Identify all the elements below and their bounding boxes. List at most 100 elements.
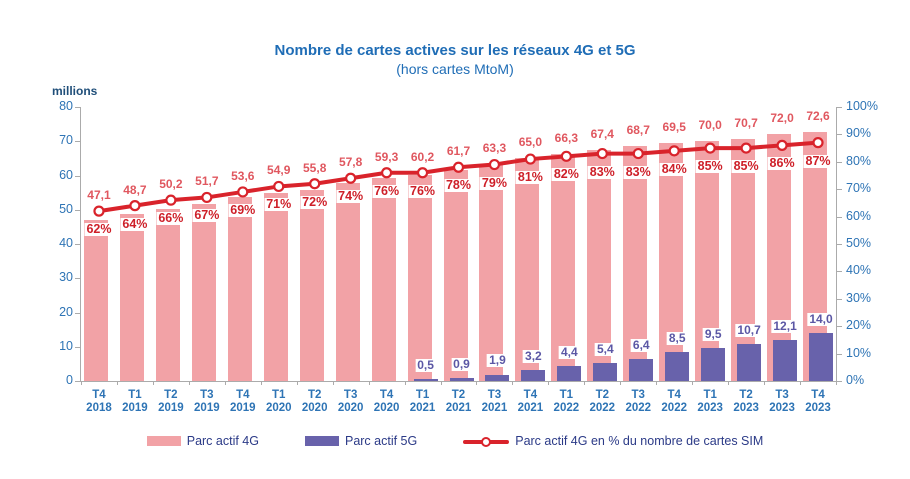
left-axis-tick <box>75 244 81 245</box>
legend-swatch-line-marker <box>463 436 510 447</box>
line-marker <box>632 147 644 160</box>
right-axis-tick <box>836 353 842 355</box>
x-axis-label: T4 2020 <box>373 389 400 414</box>
right-axis-tick <box>836 216 842 218</box>
x-axis-tick <box>404 381 406 385</box>
line-marker <box>488 158 501 171</box>
bar-4g <box>119 214 144 381</box>
pct-label: 62% <box>84 222 114 237</box>
value-label-4g: 70,0 <box>696 118 724 133</box>
value-label-5g: 14,0 <box>807 312 835 327</box>
pct-label: 64% <box>120 216 150 231</box>
x-axis-tick <box>656 381 658 385</box>
x-axis-tick <box>548 381 550 385</box>
right-axis-tick <box>836 298 842 300</box>
bar-4g <box>407 174 432 381</box>
x-axis-label: T3 2019 <box>194 389 220 414</box>
x-axis-label: T2 2021 <box>445 389 472 414</box>
pct-label: 78% <box>443 178 474 193</box>
x-axis-label: T1 2021 <box>409 389 436 414</box>
pct-label: 76% <box>408 183 438 198</box>
x-axis-label: T2 2023 <box>733 389 759 414</box>
value-label-5g: 0,9 <box>451 356 472 371</box>
pct-label: 87% <box>803 153 833 168</box>
bar-4g <box>335 183 360 381</box>
value-label-4g: 72,6 <box>804 109 832 124</box>
pct-label: 71% <box>264 197 294 212</box>
bar-4g <box>371 177 396 381</box>
x-axis-tick <box>800 381 802 385</box>
legend-label-line: Parc actif 4G en % du nombre de cartes S… <box>515 434 764 448</box>
x-axis-tick <box>296 381 298 385</box>
x-axis-label: T1 2022 <box>553 389 580 414</box>
x-axis-tick <box>476 381 478 385</box>
value-label-4g: 55,8 <box>301 160 329 175</box>
line-marker <box>704 142 716 154</box>
right-axis-tick-label: 40% <box>846 263 872 278</box>
plot-area: 0 10 20 30 40 50 60 70 80 0% 10% 20% 30% 40% 50% 60% 70%… <box>59 99 878 414</box>
value-label-4g: 53,6 <box>229 168 257 183</box>
legend-item-4g: Parc actif 4G <box>146 434 259 448</box>
line-marker <box>345 172 357 184</box>
bar-5g <box>485 374 510 381</box>
bar-4g <box>515 158 540 381</box>
right-axis-tick <box>836 326 842 328</box>
x-axis-label: T4 2019 <box>229 389 256 414</box>
line-marker <box>309 178 321 190</box>
left-axis-tick <box>75 381 81 382</box>
bar-4g <box>551 153 576 381</box>
x-axis-label: T1 2023 <box>697 389 723 414</box>
right-axis-tick <box>836 189 842 191</box>
value-label-5g: 10,7 <box>735 323 763 338</box>
right-axis-tick-label: 90% <box>846 126 872 141</box>
value-label-5g: 1,9 <box>487 353 508 368</box>
line-marker <box>129 200 141 212</box>
y-axis-title: millions <box>52 84 98 98</box>
x-axis-tick <box>440 381 442 385</box>
right-axis-tick-label: 60% <box>846 208 872 223</box>
bar-5g <box>593 362 618 381</box>
value-label-4g: 61,7 <box>444 144 473 159</box>
right-axis-tick-label: 70% <box>846 181 872 196</box>
pct-label: 72% <box>300 194 330 209</box>
pct-label: 69% <box>228 202 258 217</box>
right-axis-tick-label: 10% <box>846 345 872 360</box>
x-axis-label: T2 2022 <box>589 389 616 414</box>
value-label-4g: 65,0 <box>516 135 545 150</box>
value-label-5g: 12,1 <box>771 318 799 333</box>
value-label-5g: 5,4 <box>594 341 616 356</box>
line-marker <box>416 167 429 179</box>
left-axis-tick <box>75 141 81 143</box>
left-axis-tick <box>75 209 81 211</box>
value-label-4g: 48,7 <box>121 182 149 197</box>
x-axis-tick <box>81 381 82 385</box>
bar-5g <box>665 351 690 381</box>
pct-line <box>93 137 824 217</box>
right-axis-tick-label: 0% <box>846 373 865 387</box>
bar-4g <box>479 164 504 381</box>
chart-subtitle: (hors cartes MtoM) <box>396 61 514 77</box>
x-axis-tick <box>116 381 118 385</box>
value-label-4g: 68,7 <box>624 122 652 137</box>
value-label-4g: 66,3 <box>552 130 581 145</box>
x-axis-label: T4 2018 <box>86 389 112 414</box>
value-label-4g: 57,8 <box>336 155 365 170</box>
pct-label: 81% <box>515 170 545 185</box>
x-axis-label: T4 2021 <box>517 389 544 414</box>
legend: Parc actif 4G Parc actif 5G Parc actif 4… <box>0 434 910 448</box>
x-axis-tick <box>620 381 622 385</box>
bar-5g <box>557 365 582 381</box>
left-axis-tick-label: 10 <box>59 338 73 353</box>
legend-swatch-5g <box>304 436 339 446</box>
left-axis-tick-label: 60 <box>59 167 73 182</box>
x-axis-tick <box>584 381 586 385</box>
line-marker <box>380 167 393 179</box>
right-axis-tick <box>836 134 842 136</box>
line-marker <box>812 137 824 149</box>
line-marker <box>668 145 680 157</box>
line-marker <box>273 180 285 193</box>
bar-5g <box>737 344 762 381</box>
x-axis-label: T3 2021 <box>481 389 508 414</box>
right-axis-tick-label: 100% <box>846 99 878 113</box>
